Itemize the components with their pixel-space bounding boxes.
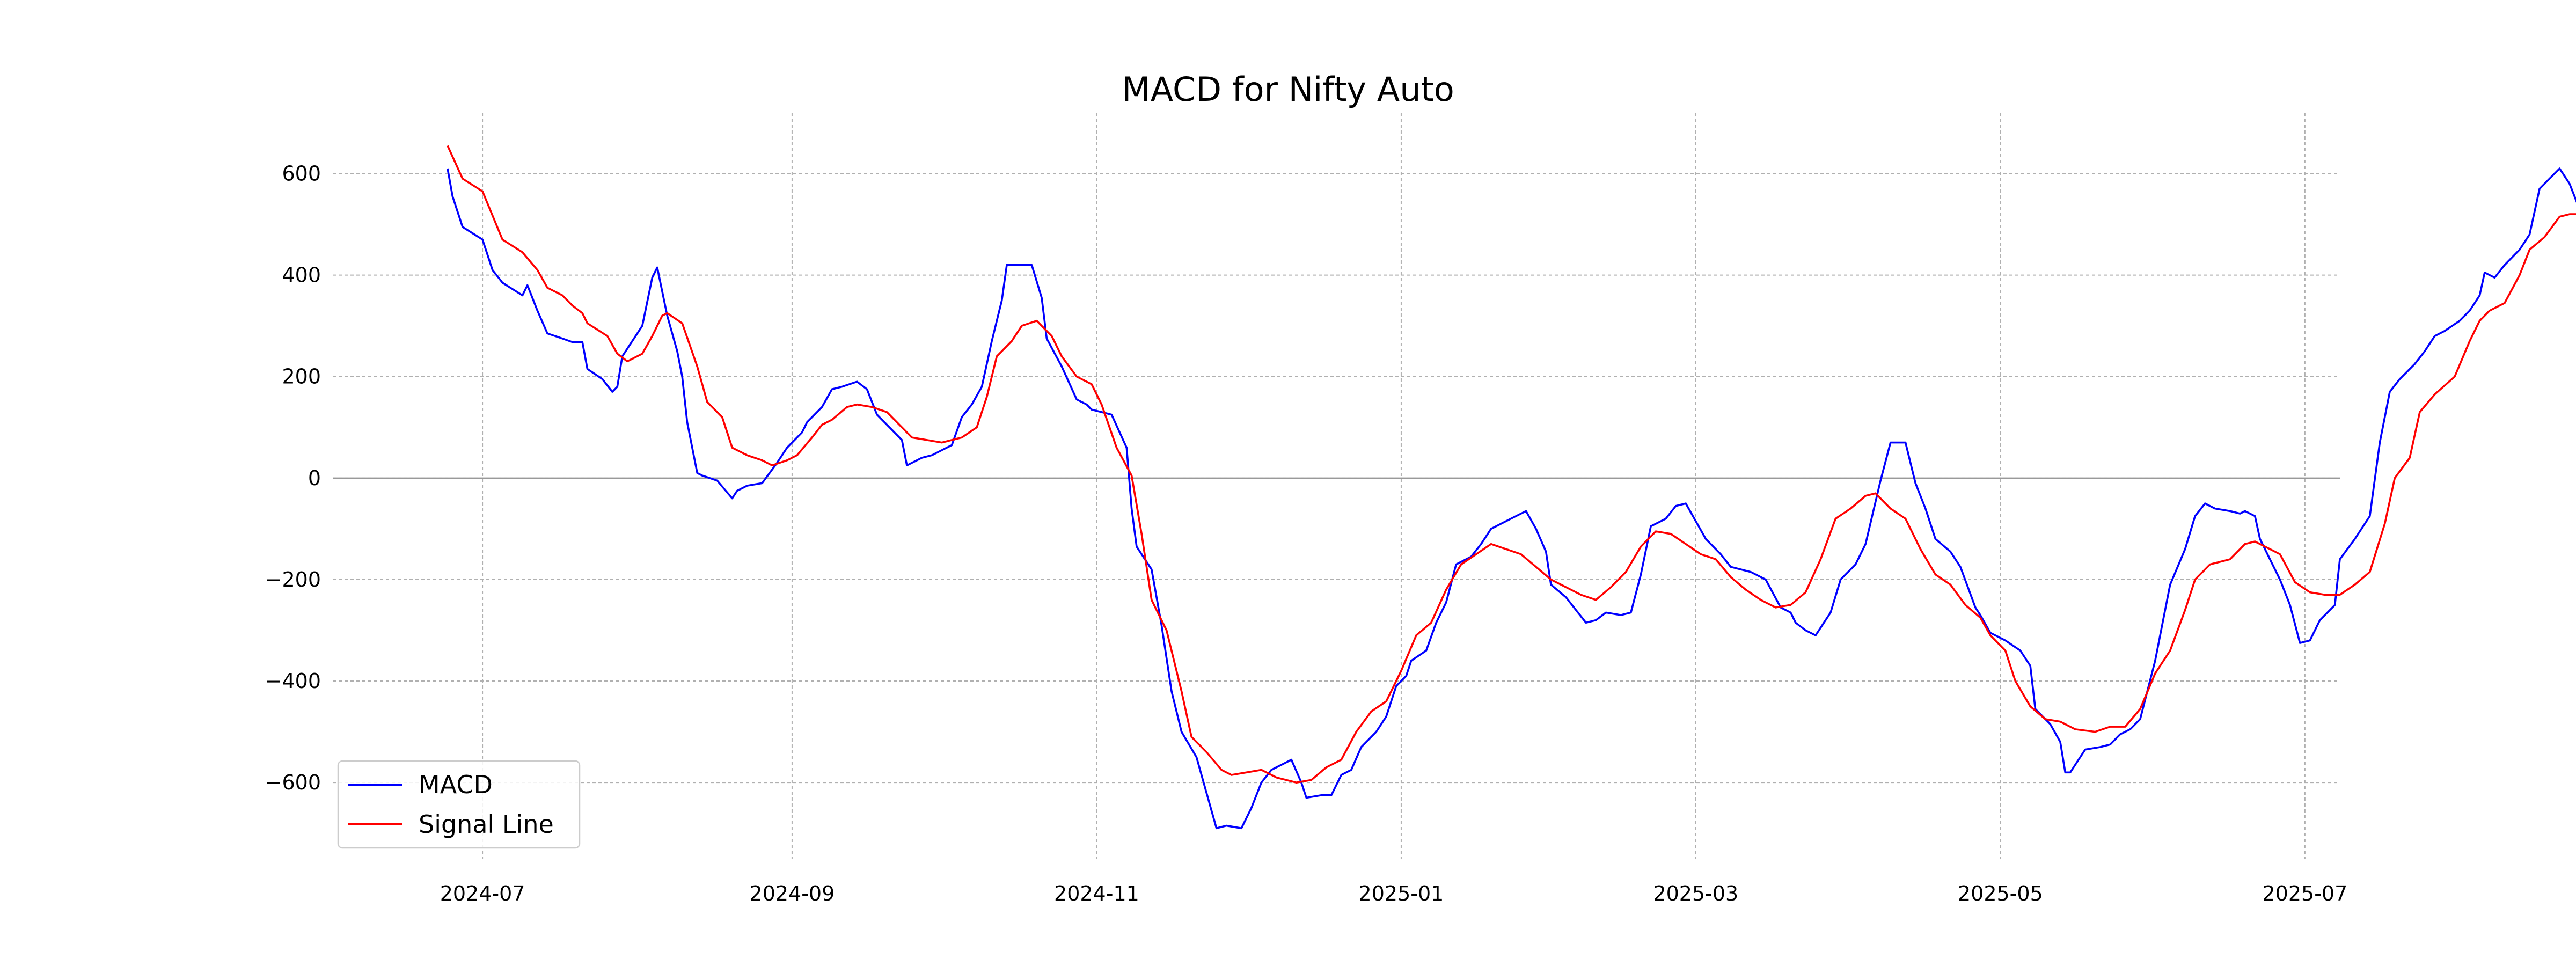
y-tick-label: 0 xyxy=(308,466,321,490)
y-axis-ticks: 600 400 200 0 −200 −400 −600 xyxy=(265,162,321,794)
chart-title: MACD for Nifty Auto xyxy=(1122,70,1454,109)
y-tick-label: 600 xyxy=(282,162,321,185)
x-tick-label: 2025-03 xyxy=(1653,882,1738,905)
legend: MACD Signal Line xyxy=(337,760,581,849)
y-tick-label: 400 xyxy=(282,264,321,287)
x-tick-label: 2025-05 xyxy=(1958,882,2043,905)
series-lines xyxy=(447,145,2576,830)
x-tick-label: 2024-09 xyxy=(750,882,835,905)
x-tick-label: 2024-07 xyxy=(440,882,525,905)
x-axis-ticks: 2024-07 2024-09 2024-11 2025-01 2025-03 2025-… xyxy=(440,882,2348,905)
signal-line-line xyxy=(447,145,2576,784)
y-tick-label: −200 xyxy=(265,568,321,591)
legend-box xyxy=(337,760,581,849)
macd-line xyxy=(447,167,2576,830)
y-tick-label: 200 xyxy=(282,365,321,389)
legend-label: Signal Line xyxy=(419,810,554,839)
x-tick-label: 2025-01 xyxy=(1359,882,1444,905)
x-tick-label: 2024-11 xyxy=(1054,882,1139,905)
y-tick-label: −600 xyxy=(265,771,321,794)
y-tick-label: −400 xyxy=(265,669,321,693)
legend-label: MACD xyxy=(419,770,493,799)
x-tick-label: 2025-07 xyxy=(2262,882,2347,905)
